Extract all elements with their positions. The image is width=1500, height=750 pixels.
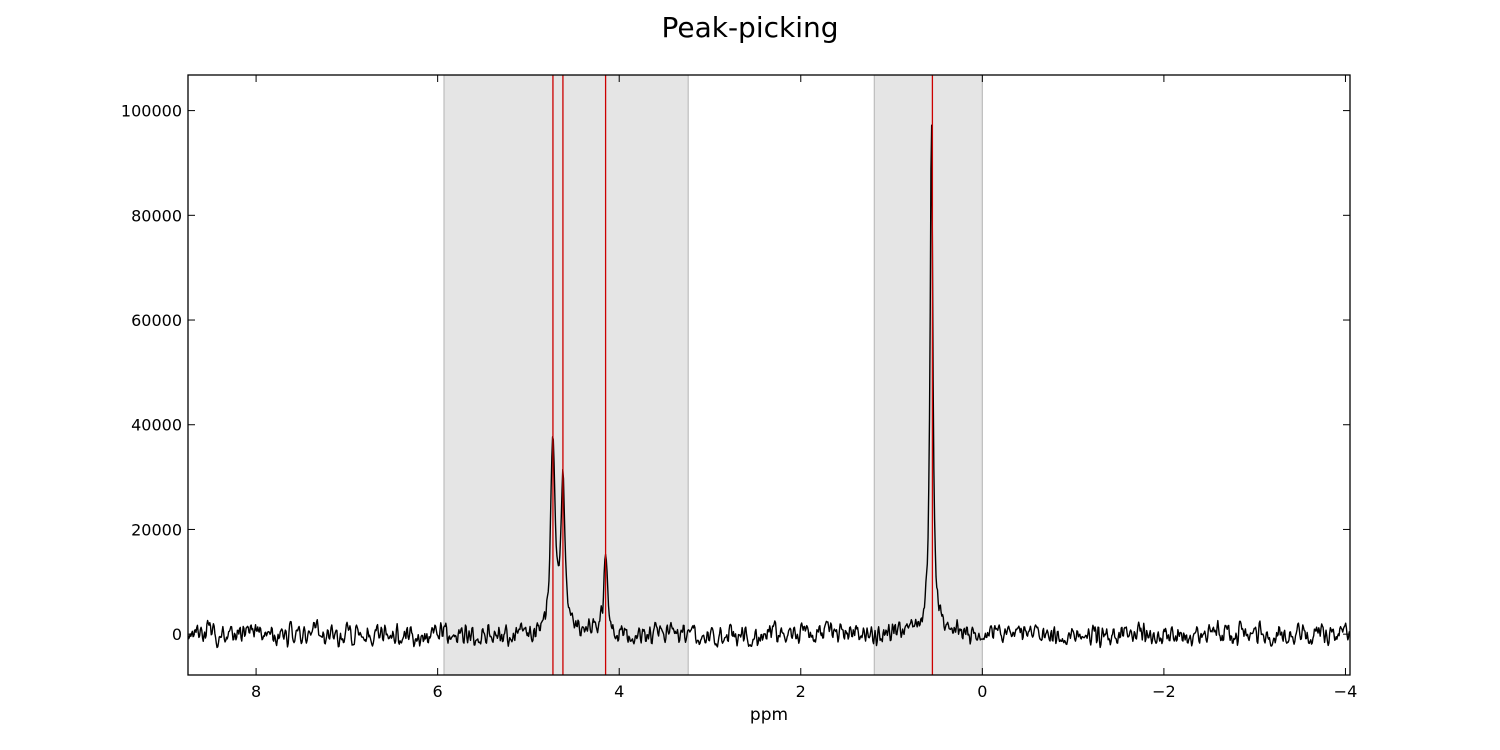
y-tick-label: 80000 [131, 206, 182, 225]
shaded-region-2 [873, 75, 983, 675]
x-tick-label: 6 [433, 682, 443, 701]
x-axis-label: ppm [750, 705, 788, 725]
y-tick-label: 100000 [121, 102, 182, 121]
chart-title: Peak-picking [661, 11, 838, 44]
y-tick-label: 20000 [131, 520, 182, 539]
axes-frame [187, 74, 1351, 676]
y-tick-label: 40000 [131, 416, 182, 435]
y-tick-label: 0 [172, 625, 182, 644]
x-tick-label: 0 [977, 682, 987, 701]
y-tick-label: 60000 [131, 311, 182, 330]
x-tick-label: −2 [1152, 682, 1176, 701]
plot-clip-group [188, 75, 1350, 675]
x-tick-label: −4 [1334, 682, 1358, 701]
x-tick-label: 8 [251, 682, 261, 701]
spectrum-line [188, 124, 1350, 649]
shaded-region-1 [443, 75, 689, 675]
plot-area: 8 6 4 2 0 −2 −4 0 20000 40000 60000 80000 100000 [121, 74, 1358, 701]
x-tick-label: 2 [796, 682, 806, 701]
x-tick-label: 4 [614, 682, 624, 701]
